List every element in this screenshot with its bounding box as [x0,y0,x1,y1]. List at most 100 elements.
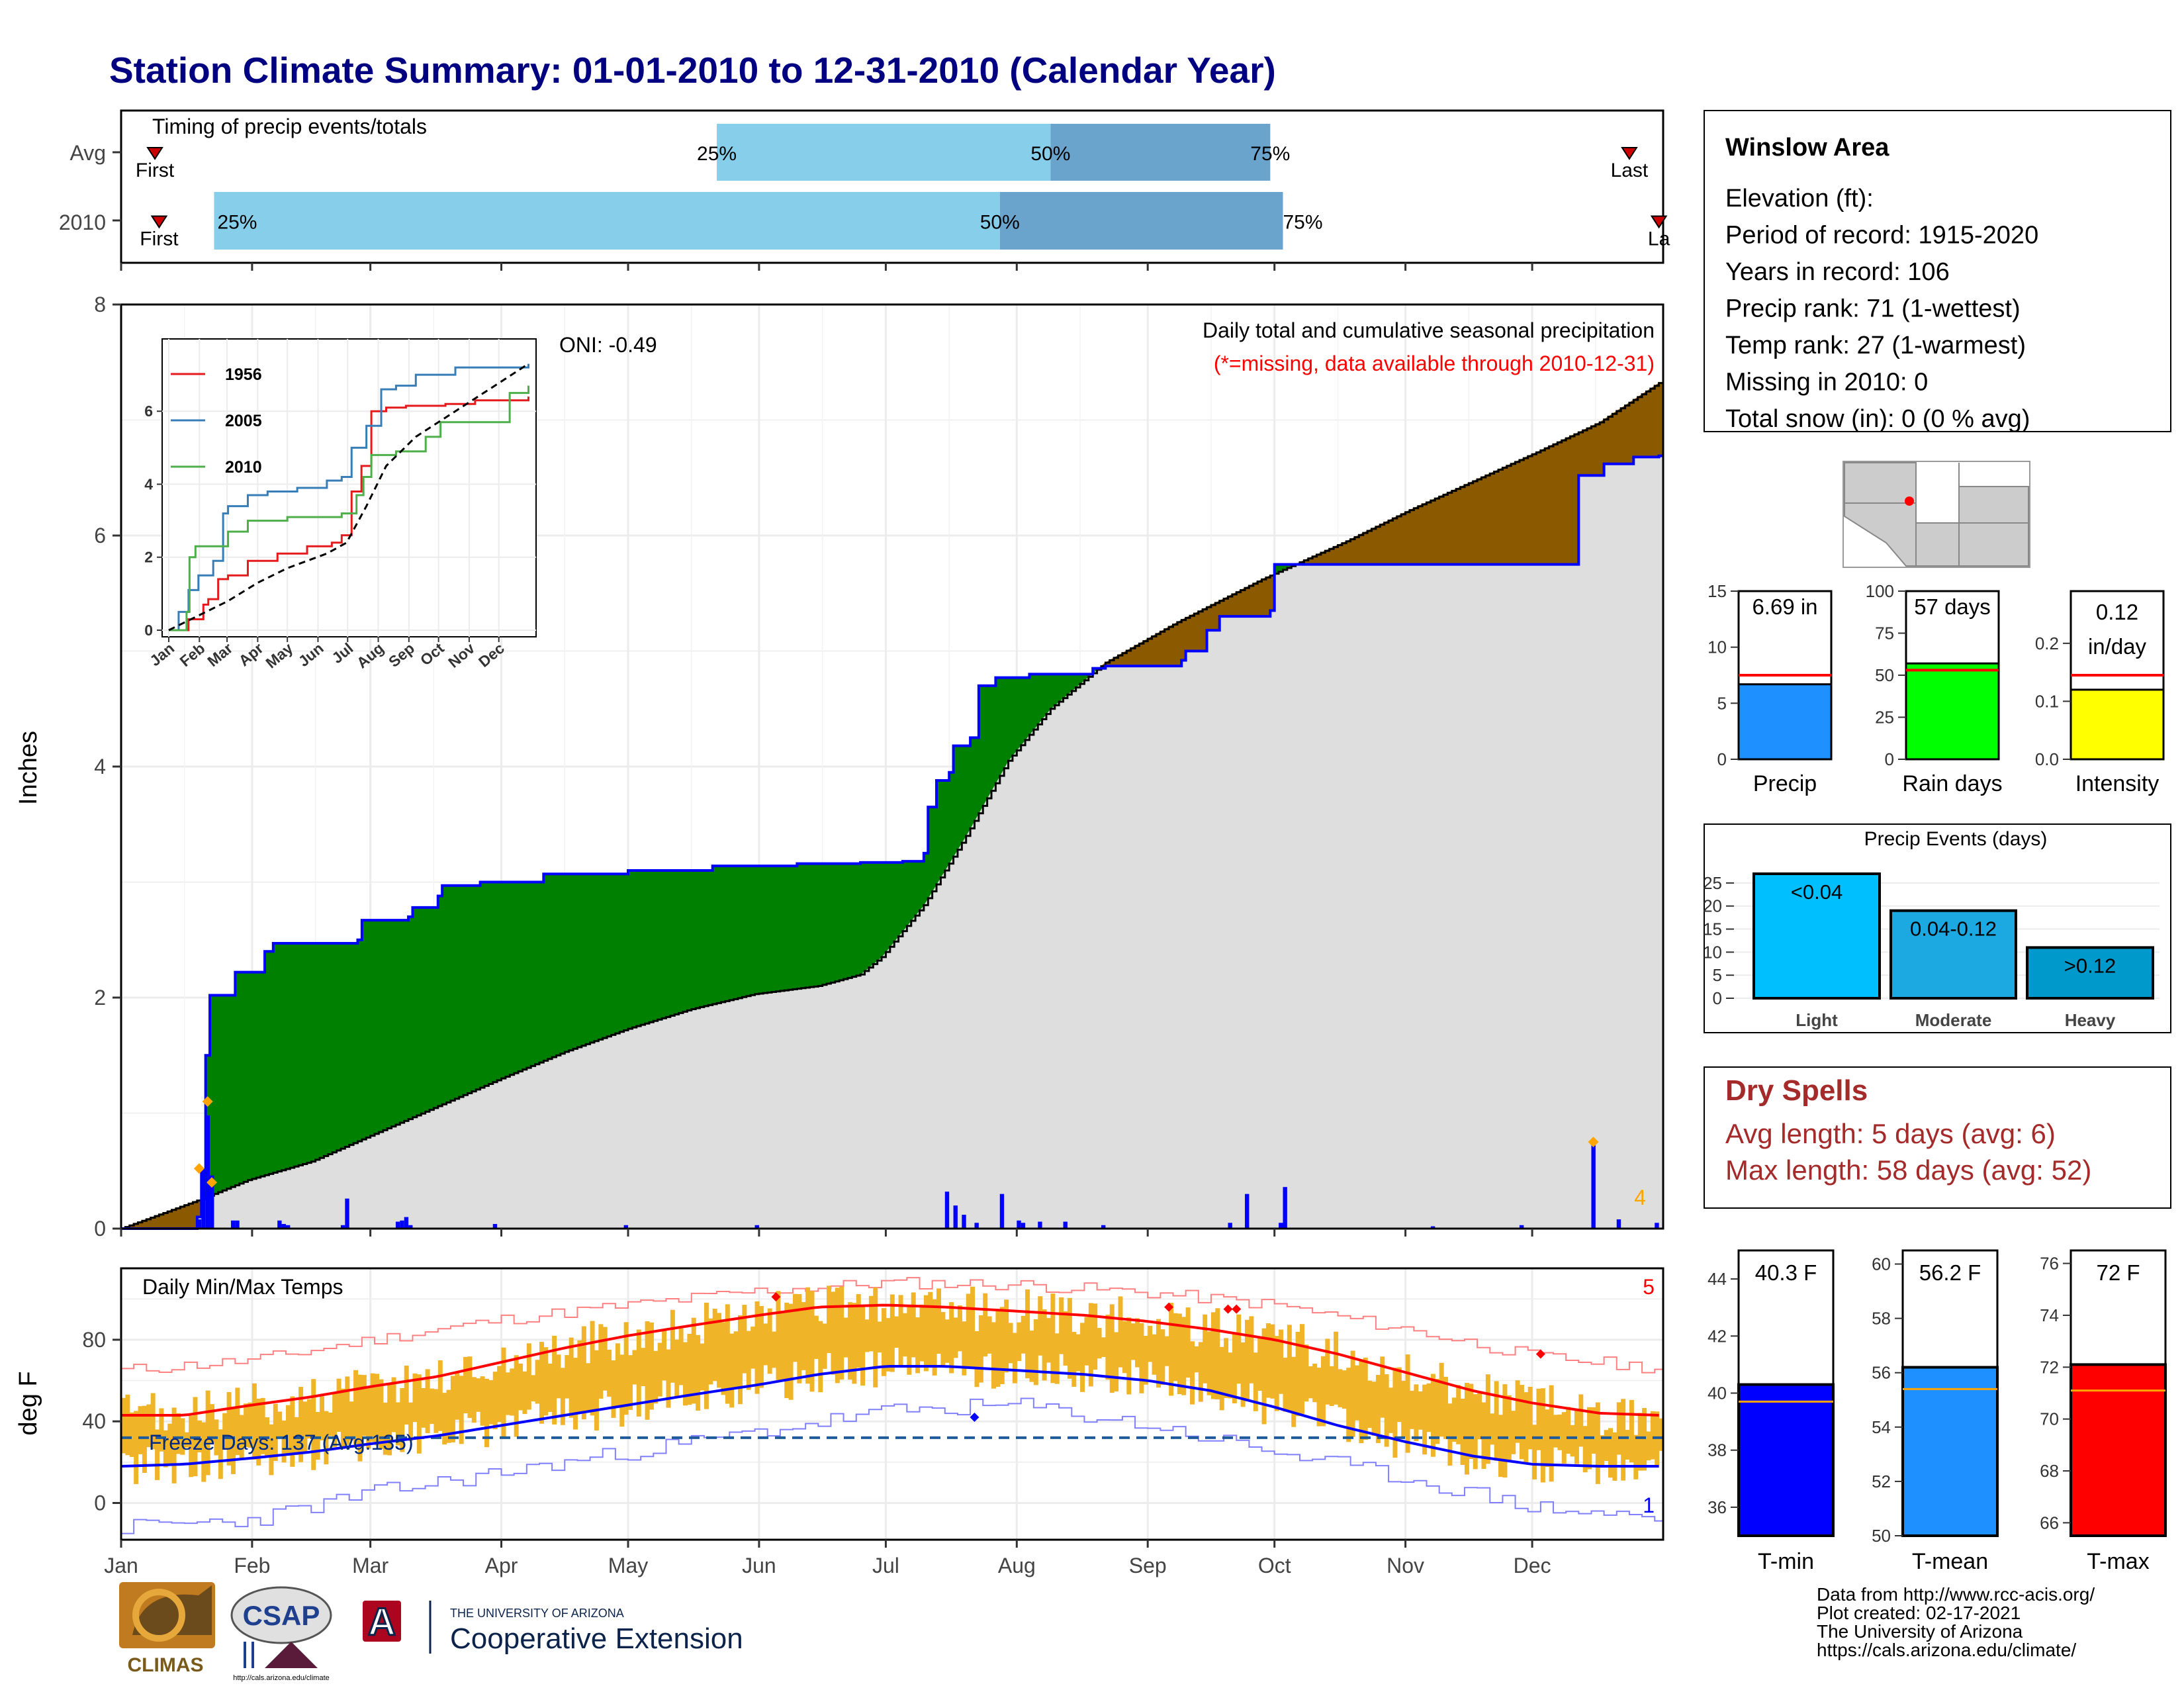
precip-surplus-area [1024,677,1030,741]
university-of-arizona-logo: A THE UNIVERSITY OF ARIZONA Cooperative … [363,1600,743,1655]
daily-temp-bar [125,1394,130,1456]
daily-temp-bar [416,1374,422,1454]
temp-ytick-label: 0 [94,1491,106,1515]
precip-deficit-area [1384,520,1389,565]
precip-surplus-area [404,919,409,1121]
precip-surplus-area [1029,674,1034,735]
daily-temp-bar [607,1349,612,1397]
precip-surplus-area [678,870,684,1013]
precip-surplus-area [712,865,717,1005]
temp-bar-ytick-label: 56 [1872,1363,1891,1383]
daily-temp-bar [543,1347,549,1416]
precip-events-ytick-label: 0 [1713,988,1722,1008]
daily-temp-bar [742,1305,747,1374]
daily-temp-bar [1054,1333,1060,1384]
precip-surplus-area [682,870,688,1012]
temp-bar-ytick-label: 38 [1707,1440,1727,1460]
daily-temp-bar [907,1305,912,1375]
daily-temp-bar [1206,1331,1212,1395]
daily-temp-bar [1545,1409,1550,1467]
timing-title: Timing of precip events/totals [152,115,427,138]
daily-precip-bar [408,1225,413,1229]
daily-temp-bar [696,1335,701,1411]
precip-deficit-area [1616,408,1621,465]
daily-temp-bar [370,1373,375,1442]
daily-temp-bar [446,1389,451,1443]
precip-surplus-area [797,863,802,989]
daily-temp-bar [1118,1296,1123,1368]
daily-temp-bar [340,1388,345,1449]
daily-temp-bar [1012,1333,1017,1383]
daily-precip-bar [201,1168,206,1229]
precip-ylabel: Inches [15,731,42,805]
daily-temp-bar [1261,1328,1267,1425]
month-label: Jan [104,1554,138,1577]
precip-surplus-area [898,862,903,937]
mini-bar-value [2070,688,2165,761]
temp-bar-ytick-label: 40 [1707,1383,1727,1403]
daily-temp-bar [488,1380,494,1425]
precip-deficit-area [1434,496,1439,565]
inset-ytick-label: 4 [144,475,153,492]
daily-precip-bar [974,1223,979,1229]
daily-temp-bar [678,1328,684,1385]
daily-temp-bar [1194,1346,1199,1373]
precip-surplus-area [420,907,426,1114]
daily-temp-bar [1350,1350,1355,1437]
precip-surplus-area [691,870,696,1009]
daily-temp-bar [210,1404,215,1444]
daily-temp-bar [666,1349,671,1408]
precip-surplus-area [733,865,739,1000]
daily-temp-bar [623,1322,629,1415]
precip-surplus-area [222,995,227,1191]
timing-panel: Timing of precip events/totals Avg 2010 … [59,109,1670,271]
daily-temp-bar [171,1407,177,1483]
mini-bar-ytick-label: 0.0 [2035,749,2059,769]
precip-surplus-area [505,882,510,1077]
timing-last-label: La [1648,228,1670,250]
daily-temp-bar [818,1321,823,1393]
precip-surplus-area [535,882,540,1065]
precip-surplus-area [788,865,794,990]
precip-deficit-area [1524,455,1529,565]
daily-temp-bar [1616,1402,1621,1455]
precip-surplus-area [509,882,514,1076]
daily-temp-bar [1164,1336,1169,1366]
daily-temp-bar [569,1337,574,1418]
precip-deficit-area [1388,518,1393,565]
daily-precip-marker [193,1163,205,1174]
daily-temp-bar [809,1291,815,1392]
daily-temp-bar [1304,1344,1309,1402]
daily-temp-bar [121,1397,126,1454]
mini-bar-label: Precip [1753,771,1817,796]
precip-surplus-area [400,919,404,1123]
daily-temp-bar [1139,1323,1144,1393]
precip-surplus-area [817,863,823,986]
daily-temp-bar [974,1331,979,1387]
precip-surplus-area [450,885,455,1102]
daily-precip-bar [235,1220,240,1229]
precip-surplus-area [999,677,1005,777]
precip-surplus-area [408,916,413,1120]
daily-temp-bar [873,1287,878,1387]
precip-surplus-area [809,863,815,988]
precip-surplus-area [269,951,274,1174]
daily-temp-bar [1519,1385,1524,1460]
precip-deficit-area [1557,440,1563,565]
daily-temp-bar [467,1356,473,1419]
daily-temp-bar [349,1401,354,1441]
ua-extension-text: Cooperative Extension [450,1622,743,1655]
precip-surplus-area [784,865,789,991]
daily-temp-bar [1604,1430,1609,1461]
precip-ytick-label: 6 [94,524,106,547]
daily-temp-bar [1502,1384,1508,1478]
temp-summary-bar-t-max: 72 F 66 68 70 72 74 76 T-max [2040,1249,2167,1574]
timing-first-marker [146,147,163,160]
mini-bar-value [1737,683,1833,761]
temp-bar-value [2070,1363,2167,1537]
mini-bar-value [1905,662,2000,761]
precip-surplus-area [835,863,840,982]
precip-deficit-area [1641,391,1647,457]
precip-deficit-area [1633,397,1638,457]
daily-temp-bar [1029,1331,1034,1382]
